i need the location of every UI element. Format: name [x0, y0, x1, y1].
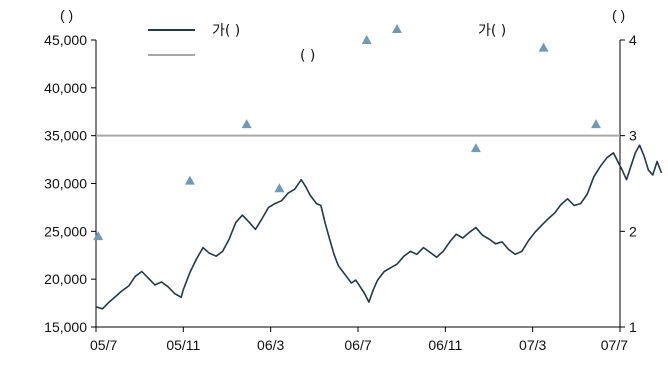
legend-price-label: 가( ) — [212, 23, 240, 39]
x-tick-label: 06/7 — [344, 337, 371, 353]
price-line — [95, 144, 663, 310]
target-marker — [93, 231, 104, 241]
y-left-tick-label: 40,000 — [44, 80, 87, 96]
right-axis-unit: ( ) — [612, 7, 625, 23]
legend-target-label: 가( ) — [478, 23, 506, 39]
left-axis-unit: ( ) — [60, 7, 73, 23]
y-right-tick-label: 4 — [629, 32, 637, 48]
x-tick-label: 06/3 — [257, 337, 284, 353]
target-marker — [470, 143, 481, 153]
y-right-tick-label: 3 — [629, 128, 637, 144]
x-tick-label: 07/7 — [601, 337, 628, 353]
x-tick-label: 06/11 — [428, 337, 462, 353]
legend-target-marker — [392, 24, 402, 33]
series-group — [93, 35, 663, 310]
y-left-tick-label: 30,000 — [44, 176, 87, 192]
y-left-tick-label: 35,000 — [44, 128, 87, 144]
axes: 15,000 20,000 25,000 30,000 35,000 40,000 45,0… — [44, 32, 637, 353]
target-marker — [590, 119, 601, 129]
x-tick-label: 05/7 — [90, 337, 117, 353]
y-left-tick-label: 15,000 — [44, 319, 87, 335]
y-right-tick-label: 1 — [629, 319, 637, 335]
x-tick-label: 05/11 — [166, 337, 200, 353]
target-marker — [361, 35, 372, 44]
y-left-tick-label: 45,000 — [44, 32, 87, 48]
y-left-tick-label: 25,000 — [44, 223, 87, 239]
y-left-tick-label: 20,000 — [44, 271, 87, 287]
target-marker — [184, 175, 195, 185]
target-marker — [538, 42, 549, 52]
target-marker — [241, 119, 252, 129]
target-marker — [274, 183, 285, 193]
legend-reference-sub: ( ) — [300, 48, 315, 64]
x-tick-label: 07/3 — [519, 337, 546, 353]
legend: 가( ) ( ) 가( ) — [148, 23, 506, 64]
y-right-tick-label: 2 — [629, 223, 637, 239]
